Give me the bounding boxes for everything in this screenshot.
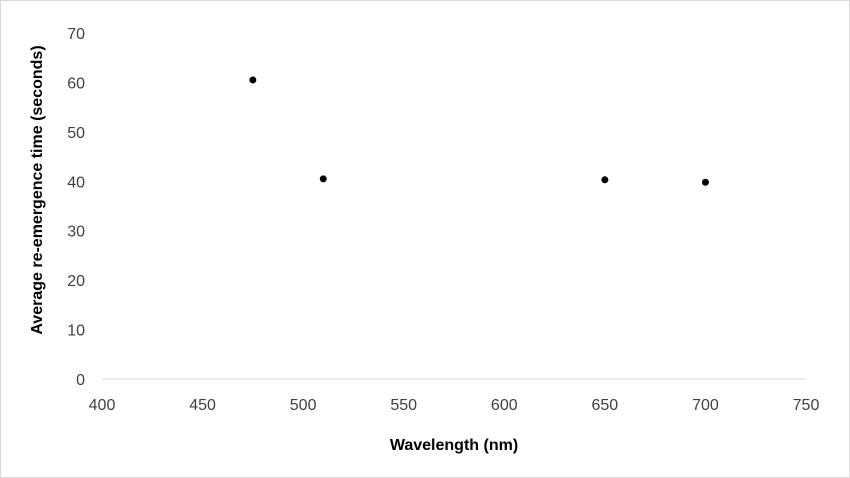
y-tick-label: 30 [67, 224, 85, 241]
x-tick-label: 700 [692, 397, 719, 414]
y-axis-title: Average re-emergence time (seconds) [29, 45, 46, 334]
data-point [601, 176, 609, 184]
y-tick-label: 0 [76, 372, 85, 389]
y-tick-label: 70 [67, 26, 85, 43]
x-tick-labels: 400 450 500 550 600 650 700 750 [89, 397, 820, 414]
x-tick-label: 500 [290, 397, 317, 414]
y-tick-label: 10 [67, 323, 85, 340]
data-point [249, 76, 257, 84]
y-tick-label: 60 [67, 75, 85, 92]
data-point [319, 175, 327, 183]
x-tick-label: 450 [189, 397, 216, 414]
x-tick-label: 550 [390, 397, 417, 414]
x-tick-label: 650 [592, 397, 619, 414]
y-tick-label: 50 [67, 125, 85, 142]
data-points [249, 76, 709, 186]
x-tick-label: 400 [89, 397, 116, 414]
x-tick-label: 750 [793, 397, 820, 414]
x-tick-label: 600 [491, 397, 518, 414]
x-axis-title: Wavelength (nm) [390, 437, 518, 454]
data-point [701, 178, 709, 186]
y-tick-label: 40 [67, 174, 85, 191]
y-tick-labels: 0 10 20 30 40 50 60 70 [67, 26, 85, 389]
y-tick-label: 20 [67, 273, 85, 290]
